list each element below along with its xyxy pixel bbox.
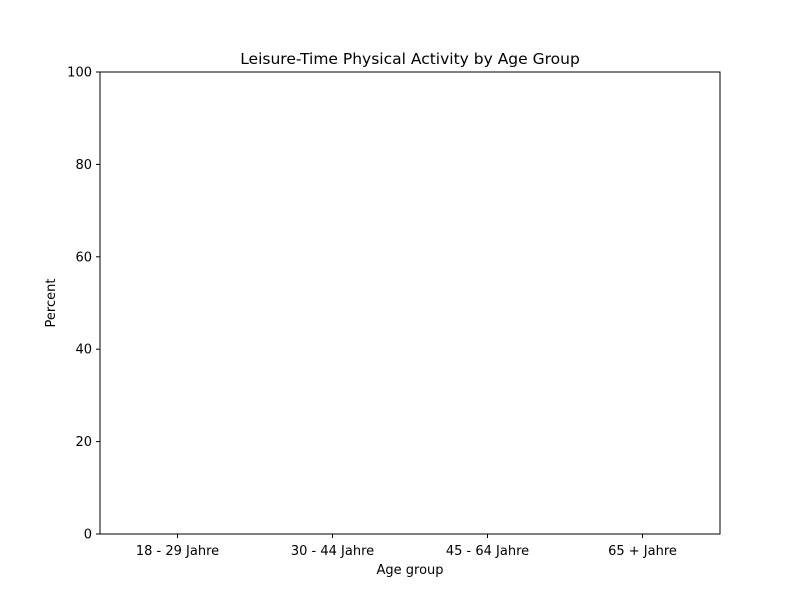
- x-tick-label: 45 - 64 Jahre: [446, 544, 529, 559]
- y-tick-label: 100: [67, 66, 92, 81]
- y-tick-label: 60: [75, 250, 92, 265]
- chart-title: Leisure-Time Physical Activity by Age Gr…: [240, 50, 580, 68]
- y-axis-title: Percent: [44, 279, 59, 328]
- x-axis-title: Age group: [376, 563, 443, 578]
- y-axis-ticks: 0 20 40 60 80 100: [67, 66, 100, 543]
- x-tick-label: 30 - 44 Jahre: [291, 544, 374, 559]
- y-tick-label: 40: [75, 343, 92, 358]
- y-tick-label: 80: [75, 158, 92, 173]
- x-tick-label: 65 + Jahre: [608, 544, 677, 559]
- x-tick-label: 18 - 29 Jahre: [136, 544, 219, 559]
- plot-area-frame: [99, 71, 721, 535]
- y-tick-label: 0: [84, 528, 92, 543]
- x-axis-ticks: 18 - 29 Jahre 30 - 44 Jahre 45 - 64 Jahre 6…: [136, 534, 677, 559]
- y-tick-label: 20: [75, 435, 92, 450]
